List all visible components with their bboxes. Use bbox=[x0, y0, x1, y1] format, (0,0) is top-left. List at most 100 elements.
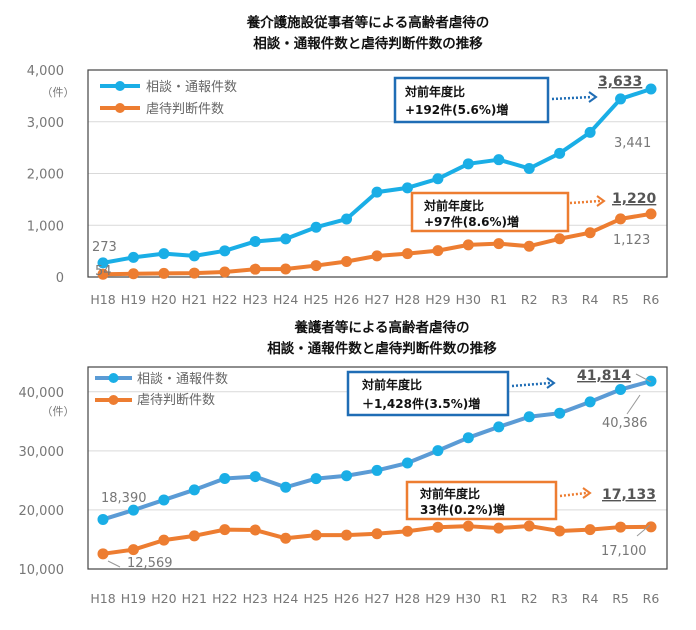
chart2-series-1-point bbox=[493, 522, 505, 534]
chart2-label-leader-line bbox=[635, 373, 652, 383]
chart2-series-0-point bbox=[310, 473, 322, 485]
chart2-annotation-consult-line2: ＋1,428件(3.5%)増 bbox=[362, 396, 480, 411]
chart1-y-tick-label: 0 bbox=[56, 271, 64, 286]
chart1-series-0-point bbox=[554, 147, 566, 159]
chart2-series-1-point bbox=[462, 520, 474, 532]
chart1-series-0-point bbox=[401, 182, 413, 194]
chart2-label-first-consult: 18,390 bbox=[101, 491, 147, 506]
chart1-series-0-point bbox=[371, 186, 383, 198]
chart1-annotation-box-consult bbox=[393, 76, 550, 124]
chart2-series-0-point bbox=[523, 411, 535, 423]
chart2-series-1-point bbox=[280, 532, 292, 544]
chart1-x-tick-label: R3 bbox=[551, 292, 568, 307]
chart2-x-tick-label: R3 bbox=[551, 591, 568, 606]
chart2-y-tick-label: 30,000 bbox=[19, 445, 65, 460]
chart2-annotation-consult-line1: 対前年度比 bbox=[361, 377, 422, 392]
chart1-dotted-arrow bbox=[569, 199, 601, 205]
chart2-series-1-point bbox=[554, 525, 566, 537]
chart1-series-0-point bbox=[97, 257, 109, 269]
chart1: 養介護施設従事者等による高齢者虐待の 相談・通報件数と虐待判断件数の推移 （件）… bbox=[27, 14, 668, 307]
chart2-series-0-point bbox=[401, 457, 413, 469]
chart2-series-0-point bbox=[645, 375, 657, 387]
chart2-x-tick-label: H28 bbox=[395, 591, 420, 606]
chart2-series-0-point bbox=[280, 481, 292, 493]
chart1-series-1-point bbox=[310, 260, 322, 272]
chart2-series-0-point bbox=[584, 396, 596, 408]
chart1-series-1-point bbox=[341, 255, 353, 267]
chart1-series-1-point bbox=[219, 266, 231, 278]
chart1-x-tick-label: H19 bbox=[121, 292, 146, 307]
chart2-y-tick-label: 20,000 bbox=[19, 504, 65, 519]
chart2-series-1-point bbox=[219, 524, 231, 536]
chart1-y-tick-label: 1,000 bbox=[27, 219, 64, 234]
chart1-y-unit: （件） bbox=[42, 86, 75, 99]
chart2-series-0-point bbox=[249, 471, 261, 483]
chart2-series-0-point bbox=[462, 432, 474, 444]
chart1-series-1-point bbox=[127, 268, 139, 280]
chart1-y-tick-label: 2,000 bbox=[27, 168, 64, 183]
chart1-series-0-point bbox=[127, 251, 139, 263]
chart1-x-tick-label: H18 bbox=[90, 292, 115, 307]
chart1-annotation-abuse-line2: +97件(8.6%)増 bbox=[424, 214, 519, 229]
chart2-label-leader-line bbox=[626, 394, 641, 415]
chart2-label-prev-abuse: 17,100 bbox=[601, 544, 647, 559]
chart2-series-0-point bbox=[554, 407, 566, 419]
chart2-series-0-point bbox=[615, 384, 627, 396]
chart1-title-line2: 相談・通報件数と虐待判断件数の推移 bbox=[253, 35, 483, 52]
chart1-series-0-point bbox=[188, 250, 200, 262]
chart2-series-0-point bbox=[188, 484, 200, 496]
chart1-x-tick-label: R4 bbox=[582, 292, 599, 307]
chart1-plot-frame bbox=[87, 69, 668, 278]
chart1-x-tick-label: H30 bbox=[456, 292, 481, 307]
chart1-series-0-point bbox=[158, 248, 170, 260]
chart2-dotted-arrow bbox=[511, 381, 551, 388]
chart1-x-tick-label: R2 bbox=[521, 292, 538, 307]
chart1-series-0-point bbox=[219, 245, 231, 257]
chart1-x-tick-label: H22 bbox=[212, 292, 237, 307]
chart1-series-0-point bbox=[462, 158, 474, 170]
chart1-label-prev-abuse: 1,123 bbox=[613, 233, 650, 248]
chart2-x-tick-label: H27 bbox=[364, 591, 389, 606]
chart1-x-tick-label: H25 bbox=[303, 292, 328, 307]
chart2-series-1-point bbox=[584, 524, 596, 536]
chart1-series-0-point bbox=[523, 162, 535, 174]
chart1-series-0-point bbox=[645, 83, 657, 95]
chart1-y-tick-label: 4,000 bbox=[27, 64, 64, 79]
chart2-x-tick-label: H25 bbox=[303, 591, 328, 606]
chart1-label-first-abuse: 54 bbox=[95, 264, 112, 279]
chart2-legend-label-abuse: 虐待判断件数 bbox=[137, 392, 215, 408]
chart1-series-1-point bbox=[158, 267, 170, 279]
chart1-y-tick-label: 3,000 bbox=[27, 116, 64, 131]
chart1-series-1-point bbox=[371, 250, 383, 262]
chart1-title-line1: 養介護施設従事者等による高齢者虐待の bbox=[246, 14, 490, 31]
chart1-arrow-head bbox=[596, 195, 606, 207]
chart1-legend-marker-1 bbox=[115, 103, 125, 113]
chart2-series-1-point bbox=[341, 529, 353, 541]
chart2-series-0-point bbox=[127, 504, 139, 516]
chart2-series-1-point bbox=[432, 521, 444, 533]
chart1-series-0-point bbox=[280, 233, 292, 245]
chart2-label-leader-line bbox=[636, 524, 651, 537]
chart2-legend-marker-0 bbox=[108, 373, 119, 383]
chart2-x-tick-label: H29 bbox=[425, 591, 450, 606]
chart1-x-tick-label: H23 bbox=[243, 292, 268, 307]
chart1-series-0-point bbox=[493, 154, 505, 166]
chart2-series-0-point bbox=[493, 421, 505, 433]
chart2: 養護者等による高齢者虐待の 相談・通報件数と虐待判断件数の推移 （件） 10,0… bbox=[19, 319, 668, 606]
chart1-x-tick-label: H24 bbox=[273, 292, 298, 307]
chart2-series-0-point bbox=[341, 470, 353, 482]
chart2-y-unit: （件） bbox=[42, 405, 75, 418]
chart2-x-tick-label: H23 bbox=[243, 591, 268, 606]
chart1-legend-marker-0 bbox=[115, 81, 125, 91]
chart2-x-tick-label: H22 bbox=[212, 591, 237, 606]
chart2-x-tick-label: R1 bbox=[490, 591, 507, 606]
chart2-series-1-point bbox=[188, 530, 200, 542]
chart2-series-1-point bbox=[615, 521, 627, 533]
chart1-x-tick-label: H21 bbox=[182, 292, 207, 307]
chart1-dotted-arrow bbox=[551, 95, 593, 101]
chart2-y-tick-label: 40,000 bbox=[19, 386, 65, 401]
chart1-series-0-point bbox=[615, 93, 627, 105]
chart1-x-tick-label: R1 bbox=[490, 292, 507, 307]
chart2-x-tick-label: H26 bbox=[334, 591, 359, 606]
